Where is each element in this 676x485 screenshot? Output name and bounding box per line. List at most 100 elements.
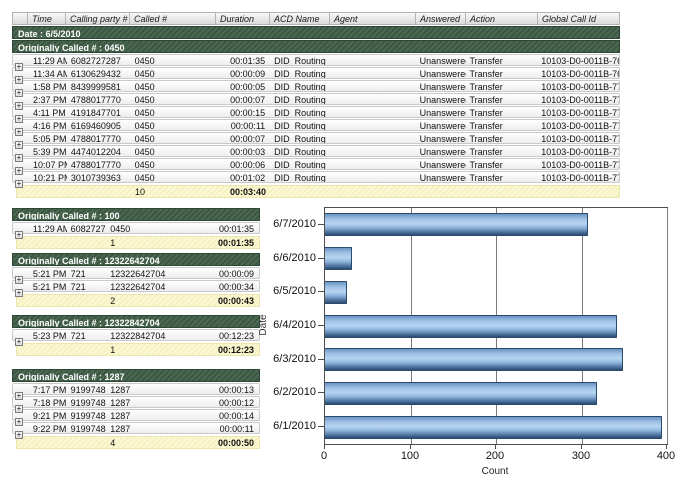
y-tick-label: 6/5/2010 xyxy=(273,285,316,297)
call-row: +5:21 PM 721 12322642704 00:00:09 xyxy=(12,267,260,284)
cell-acd: DID_Routing xyxy=(274,69,326,78)
cell-agent xyxy=(330,172,416,182)
cell-time: 2:37 PM xyxy=(32,95,67,104)
expand-plus-icon[interactable]: + xyxy=(15,430,23,439)
group-summary: 1 00:01:35 xyxy=(16,236,260,249)
y-tick-label: 6/1/2010 xyxy=(273,420,316,432)
expand-plus-icon[interactable]: + xyxy=(15,391,23,400)
cell-agent xyxy=(330,107,416,117)
cell-callid: 10103-D0-0011B-774 xyxy=(541,134,619,143)
expand-plus-icon[interactable]: + xyxy=(15,288,23,297)
x-tick-label: 100 xyxy=(400,450,420,462)
summary-duration: 00:12:23 xyxy=(217,345,254,355)
expand-plus-icon[interactable]: + xyxy=(15,179,23,188)
expand-cell: + xyxy=(13,423,29,439)
cell-action: Transfer xyxy=(469,82,503,91)
call-row: +9:21 PM91997489521287 00:00:14 xyxy=(12,409,260,426)
y-tick-mark xyxy=(318,392,324,393)
column-header-agent: Agent xyxy=(330,12,416,25)
x-tick-mark xyxy=(666,444,667,449)
cell-action: Transfer xyxy=(469,95,503,104)
cell-calling: 6082727287 xyxy=(70,56,121,65)
expand-plus-icon[interactable]: + xyxy=(15,230,23,239)
call-row: +9:22 PM91997489521287 00:00:11 xyxy=(12,422,260,439)
expand-plus-icon[interactable]: + xyxy=(15,275,23,284)
group-header-label: Originally Called # : 1287 xyxy=(18,372,125,382)
expand-plus-icon[interactable]: + xyxy=(15,127,23,136)
side-group: Originally Called # : 12322642704 +5:21 P… xyxy=(12,252,260,307)
cell-time: 11:34 AM xyxy=(32,69,67,78)
expand-plus-icon[interactable]: + xyxy=(15,166,23,175)
cell-calling: 721 xyxy=(70,269,86,278)
cell-agent xyxy=(330,55,416,65)
gridline xyxy=(667,208,668,444)
expand-plus-icon[interactable]: + xyxy=(15,140,23,149)
expand-cell: + xyxy=(13,146,29,162)
x-tick-mark xyxy=(324,444,325,449)
cell-callid: 10103-D0-0011B-771 xyxy=(541,95,619,104)
x-tick-mark xyxy=(581,444,582,449)
cell-called: 12322642704 xyxy=(110,269,166,278)
group-header: Originally Called # : 1287 xyxy=(12,369,260,382)
expand-plus-icon[interactable]: + xyxy=(15,404,23,413)
cell-answered: Unanswered xyxy=(419,147,466,156)
expand-cell: + xyxy=(13,81,29,97)
cell-action: Transfer xyxy=(469,56,503,65)
cell-calling: 4788017770 xyxy=(70,95,121,104)
cell-acd: DID_Routing xyxy=(274,56,326,65)
cell-calling: 4474012204 xyxy=(70,147,121,156)
summary-count: 1 xyxy=(110,345,116,355)
expand-plus-icon[interactable]: + xyxy=(15,153,23,162)
y-tick-mark xyxy=(318,224,324,225)
bar-6/6/2010 xyxy=(325,247,352,270)
group-header-main: Originally Called # : 0450 xyxy=(12,40,620,53)
cell-calling: 9199748952 xyxy=(70,398,107,407)
cell-agent xyxy=(330,68,416,78)
cell-callid: 10103-D0-0011B-772 xyxy=(541,108,619,117)
expand-plus-icon[interactable]: + xyxy=(15,417,23,426)
side-group: Originally Called # : 1287 +7:17 PM 919974… xyxy=(12,368,260,449)
summary-duration: 00:01:35 xyxy=(217,238,254,248)
summary-spacer xyxy=(17,237,106,248)
cell-time: 10:07 PM xyxy=(32,160,67,169)
cell-callid: 10103-D0-0011B-770 xyxy=(541,82,619,91)
plot-area xyxy=(324,207,668,445)
expand-cell: + xyxy=(13,223,29,239)
date-band: Date : 6/5/2010 xyxy=(12,26,620,39)
expand-cell: + xyxy=(13,281,29,297)
call-row: +4:11 PM 4191847701 0450 00:00:15 DID_Routin… xyxy=(12,106,620,123)
expand-plus-icon[interactable]: + xyxy=(15,101,23,110)
expand-cell: + xyxy=(13,159,29,175)
y-tick-label: 6/6/2010 xyxy=(273,252,316,264)
cell-callid: 10103-D0-0011B-778 xyxy=(541,147,619,156)
bar-6/5/2010 xyxy=(325,281,347,304)
expand-plus-icon[interactable]: + xyxy=(15,114,23,123)
cell-duration: 00:01:35 xyxy=(218,224,254,233)
cell-acd: DID_Routing xyxy=(274,160,326,169)
cell-calling: 9199748952 xyxy=(70,385,107,394)
y-tick-label: 6/4/2010 xyxy=(273,319,316,331)
cell-acd: DID_Routing xyxy=(274,108,326,117)
cell-answered: Unanswered xyxy=(419,108,466,117)
cell-calling: 6082727287 xyxy=(70,224,107,233)
expand-cell: + xyxy=(13,55,29,71)
summary-count: 10 xyxy=(135,187,146,197)
call-row: +4:16 PM 6169460905 0450 00:00:11 DID_Routin… xyxy=(12,119,620,136)
cell-called: 0450 xyxy=(134,134,155,143)
cell-agent xyxy=(330,133,416,143)
summary-spacer xyxy=(17,344,106,355)
expand-plus-icon[interactable]: + xyxy=(15,75,23,84)
cell-time: 10:21 PM xyxy=(32,173,67,182)
expand-plus-icon[interactable]: + xyxy=(15,88,23,97)
group-header: Originally Called # : 100 xyxy=(12,208,260,221)
expand-plus-icon[interactable]: + xyxy=(15,337,23,346)
bar-6/2/2010 xyxy=(325,382,597,405)
column-header-called: Called # xyxy=(130,12,216,25)
cell-called: 0450 xyxy=(134,173,155,182)
group-header: Originally Called # : 12322642704 xyxy=(12,253,260,266)
expand-plus-icon[interactable]: + xyxy=(15,62,23,71)
cell-duration: 00:00:09 xyxy=(230,69,266,78)
cell-duration: 00:00:11 xyxy=(219,424,254,433)
call-row: +7:17 PM91997489521287 00:00:13 xyxy=(12,383,260,400)
cell-called: 12322642704 xyxy=(110,282,166,291)
